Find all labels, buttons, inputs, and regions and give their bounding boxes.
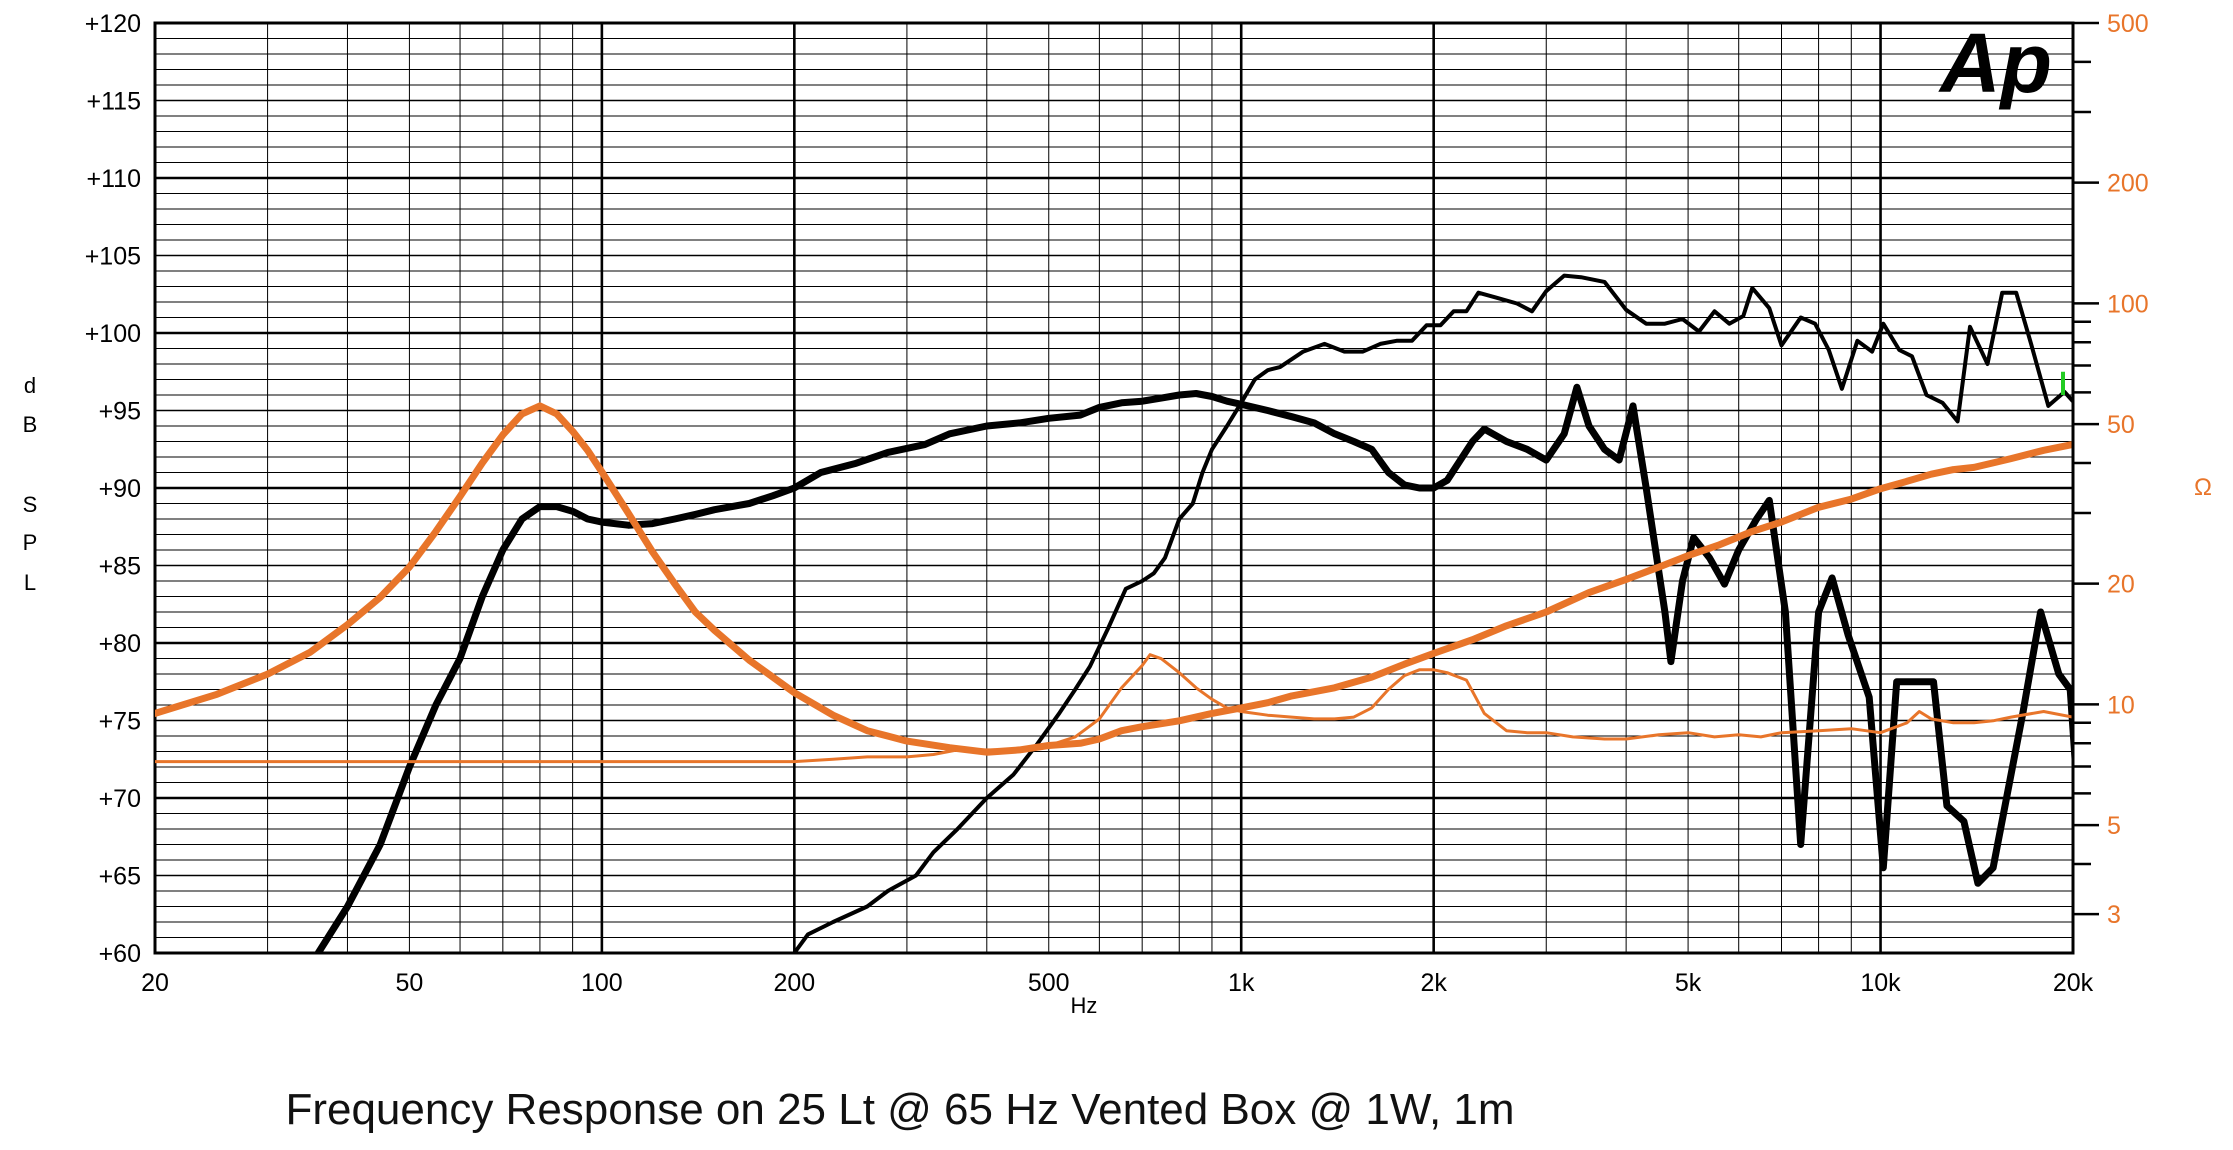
y-tick-label: +110 xyxy=(87,165,141,193)
x-tick-label: 20 xyxy=(141,969,169,997)
y-axis-label-letter: L xyxy=(24,570,36,595)
series-line-3 xyxy=(155,402,2073,756)
x-tick-label: 2k xyxy=(1420,969,1447,997)
y2-tick-label: 50 xyxy=(2107,411,2135,439)
ap-logo-text: Ap xyxy=(1938,16,2052,110)
y-tick-label: +75 xyxy=(99,708,141,736)
y2-tick-label: 20 xyxy=(2107,571,2135,599)
y-tick-label: +80 xyxy=(99,630,141,658)
series-layer xyxy=(155,273,2073,953)
series-line-1 xyxy=(314,383,2073,953)
grid-lines xyxy=(155,21,2073,955)
series-line-4 xyxy=(155,653,2073,764)
x-tick-label: 200 xyxy=(773,969,815,997)
x-tick-label: 5k xyxy=(1675,969,1702,997)
impedance-axis: 3 5 10 20 50 100 200 500 xyxy=(2071,10,2149,953)
y-tick-label: +105 xyxy=(85,243,141,271)
x-tick-label: 100 xyxy=(581,969,623,997)
x-tick-label: 20k xyxy=(2053,969,2094,997)
chart-caption: Frequency Response on 25 Lt @ 65 Hz Vent… xyxy=(285,1085,1515,1134)
y-tick-label: +120 xyxy=(85,10,141,38)
y2-tick-label: 100 xyxy=(2107,290,2149,318)
y-axis-label-letter: S xyxy=(23,492,38,517)
y2-tick-label: 3 xyxy=(2107,901,2121,929)
x-tick-label: 1k xyxy=(1228,969,1255,997)
x-axis-label: Hz xyxy=(1071,993,1098,1018)
y-tick-label: +70 xyxy=(99,785,141,813)
y-tick-label: +115 xyxy=(87,88,141,116)
y-tick-label: +90 xyxy=(99,475,141,503)
y2-tick-label: 10 xyxy=(2107,691,2135,719)
x-tick-label: 10k xyxy=(1860,969,1901,997)
tick-labels: +60 +65 +70 +75 +80 +85 +90 +95 +100 +105 +110 +115… xyxy=(85,10,2094,997)
y-axis-label: dB SPL xyxy=(23,373,38,595)
y-tick-label: +95 xyxy=(99,398,141,426)
y-tick-label: +60 xyxy=(99,940,141,968)
ap-logo: Ap xyxy=(1938,16,2052,110)
series-line-2 xyxy=(792,273,2073,953)
y-tick-label: +85 xyxy=(99,553,141,581)
y2-tick-label: 200 xyxy=(2107,170,2149,198)
y-tick-label: +65 xyxy=(99,863,141,891)
y-tick-label: +100 xyxy=(85,320,141,348)
y2-tick-label: 500 xyxy=(2107,10,2149,38)
y-axis-label-letter: d xyxy=(24,373,36,398)
y2-tick-label: 5 xyxy=(2107,812,2121,840)
y-axis-label-letter: P xyxy=(23,530,38,555)
x-tick-label: 50 xyxy=(396,969,424,997)
y2-axis-label: Ω xyxy=(2194,474,2212,501)
x-tick-label: 500 xyxy=(1028,969,1070,997)
y-axis-label-letter: B xyxy=(23,412,38,437)
